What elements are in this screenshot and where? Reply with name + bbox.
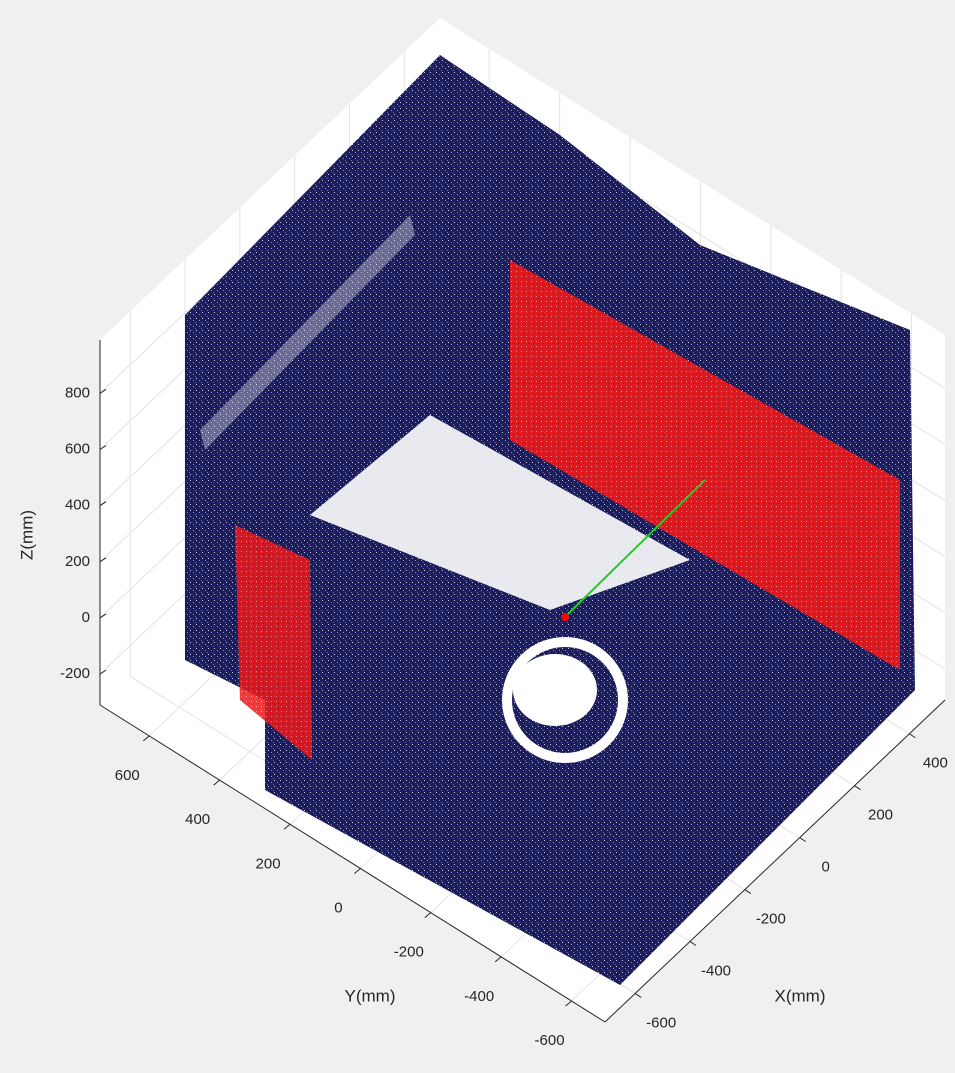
x-tick: [690, 942, 696, 946]
y-tick: [425, 913, 431, 918]
z-tick-label: 400: [65, 497, 90, 514]
y-tick-label: -400: [464, 988, 494, 1005]
y-tick: [143, 736, 149, 741]
y-tick-label: 400: [185, 811, 210, 828]
z-tick-label: 0: [82, 609, 90, 626]
y-tick-label: -200: [394, 944, 424, 961]
page: -600 -400 -200 0 200 400 -600 -400 -200 0 200 400 60…: [0, 0, 955, 1073]
disc: [513, 654, 597, 726]
x-tick-label: -200: [756, 911, 786, 928]
y-tick: [354, 868, 360, 873]
y-tick: [284, 824, 290, 829]
y-tick: [566, 1001, 572, 1006]
z-axis-label: Z(mm): [17, 510, 36, 560]
y-tick-label: 600: [115, 767, 140, 784]
z-tick-label: 600: [65, 440, 90, 457]
z-tick-label: -200: [60, 665, 90, 682]
center-point: [561, 613, 569, 621]
y-tick: [495, 957, 501, 962]
x-tick-label: 0: [822, 859, 830, 876]
z-tick-label: 800: [65, 384, 90, 401]
z-tick-label: 200: [65, 553, 90, 570]
x-tick-label: -600: [646, 1014, 676, 1031]
x-tick: [855, 786, 861, 790]
x-axis-label: X(mm): [775, 986, 826, 1005]
y-tick-label: 200: [256, 855, 281, 872]
x-tick-label: -400: [701, 962, 731, 979]
chart: -600 -400 -200 0 200 400 -600 -400 -200 0 200 400 60…: [0, 0, 955, 1073]
x-tick: [800, 838, 806, 842]
y-tick-label: 0: [334, 899, 342, 916]
x-tick: [635, 993, 641, 997]
y-tick: [214, 780, 220, 785]
y-axis-label: Y(mm): [345, 986, 396, 1005]
y-tick-label: -600: [535, 1032, 565, 1049]
x-tick-label: 400: [923, 755, 948, 772]
x-tick: [745, 890, 751, 894]
x-tick-label: 200: [868, 807, 893, 824]
x-tick: [909, 734, 915, 738]
